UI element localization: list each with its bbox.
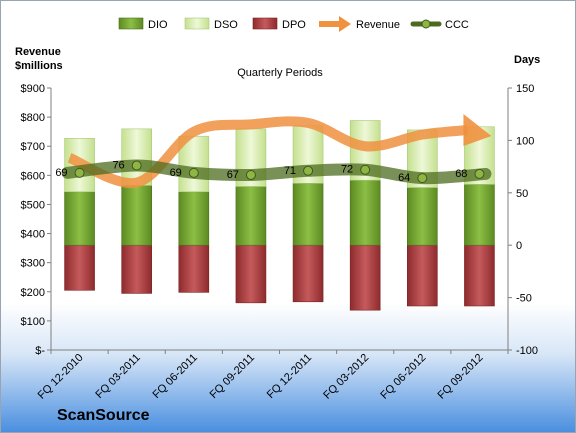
y-right-tick-label: 50: [516, 188, 528, 200]
legend-label-dso: DSO: [214, 19, 238, 31]
x-tick-label: FQ 06-2012: [378, 352, 428, 402]
ccc-point: [74, 167, 85, 178]
ccc-point: [188, 167, 199, 178]
legend-swatch-dio: [118, 17, 144, 30]
y-left-tick-label: $400: [21, 229, 45, 241]
ccc-data-label: 69: [55, 167, 67, 179]
y-left-tick-label: $700: [21, 141, 45, 153]
y-right-tick-label: 0: [516, 240, 522, 252]
ccc-data-label: 68: [455, 168, 467, 180]
y-left-tick-label: $-: [35, 345, 45, 357]
y-right-axis-label: Days: [514, 54, 540, 66]
dio-bar: [407, 187, 438, 246]
y-right-tick-label: 150: [516, 83, 534, 95]
dio-bar: [235, 186, 267, 246]
chart-title: Quarterly Periods: [237, 67, 323, 79]
y-left-tick-label: $600: [21, 170, 45, 182]
ccc-point: [303, 165, 314, 176]
dio-bar: [121, 185, 152, 246]
legend-arrowhead-revenue: [339, 16, 351, 32]
y-left-tick-label: $300: [21, 258, 45, 270]
dio-bar: [64, 191, 95, 246]
x-tick-label: FQ 03-2012: [321, 352, 371, 402]
ccc-point: [245, 169, 256, 180]
y-left-tick-label: $800: [21, 112, 45, 124]
x-tick-label: FQ 09-2011: [208, 352, 257, 401]
legend-marker-ccc: [421, 19, 431, 29]
ccc-data-label: 76: [112, 160, 124, 172]
ccc-point: [417, 173, 428, 184]
y-left-tick-label: $500: [21, 199, 45, 211]
dio-bar: [349, 179, 381, 246]
x-tick-label: FQ 06-2011: [151, 352, 200, 401]
dio-bar: [464, 184, 495, 246]
x-tick-label: FQ 12-2010: [36, 352, 86, 402]
dpo-bar: [64, 244, 95, 291]
legend-label-dpo: DPO: [282, 19, 306, 31]
y-left-tick-label: $900: [21, 83, 45, 95]
company-name: ScanSource: [57, 407, 150, 424]
x-tick-label: FQ 12-2011: [265, 352, 314, 401]
legend-swatch-dso: [184, 17, 210, 30]
dpo-bar: [178, 244, 210, 293]
y-left-tick-label: $100: [21, 316, 45, 328]
dpo-bar: [464, 244, 495, 307]
dio-bar: [178, 191, 210, 246]
x-tick-label: FQ 09-2012: [436, 352, 486, 402]
plot-area: $- $100 $200 $300 $400 $500 $600 $700 $800 $900 -1…: [21, 83, 539, 402]
y-right-tick-label: 100: [516, 135, 534, 147]
y-left-tick-label: $200: [21, 287, 45, 299]
dpo-bar: [349, 244, 381, 311]
legend-label-revenue: Revenue: [356, 19, 400, 31]
dio-bar: [292, 183, 324, 246]
ccc-point: [360, 164, 371, 175]
legend-swatch-dpo: [252, 17, 278, 30]
dpo-bar: [235, 244, 267, 304]
y-right-tick-label: -100: [516, 345, 538, 357]
ccc-point: [131, 160, 142, 171]
ccc-data-label: 64: [398, 172, 410, 184]
x-tick-label: FQ 03-2011: [93, 352, 142, 401]
legend-label-dio: DIO: [148, 19, 168, 31]
y-right-tick-label: -50: [516, 293, 532, 305]
ccc-data-label: 69: [170, 167, 182, 179]
legend: DIO DSO DPO Revenue CCC: [118, 16, 469, 32]
ccc-data-label: 67: [227, 169, 239, 181]
y-left-axis-label-units: $millions: [15, 60, 63, 72]
ccc-data-label: 71: [284, 165, 296, 177]
revenue-arrowhead: [463, 114, 492, 147]
y-left-axis-label: Revenue: [15, 46, 61, 58]
dpo-bar: [292, 244, 324, 303]
ccc-data-label: 72: [341, 164, 353, 176]
dpo-bar: [121, 244, 152, 294]
legend-label-ccc: CCC: [445, 19, 469, 31]
dpo-bar: [407, 244, 438, 307]
revenue-line: [67, 116, 468, 189]
ccc-point: [474, 168, 485, 179]
